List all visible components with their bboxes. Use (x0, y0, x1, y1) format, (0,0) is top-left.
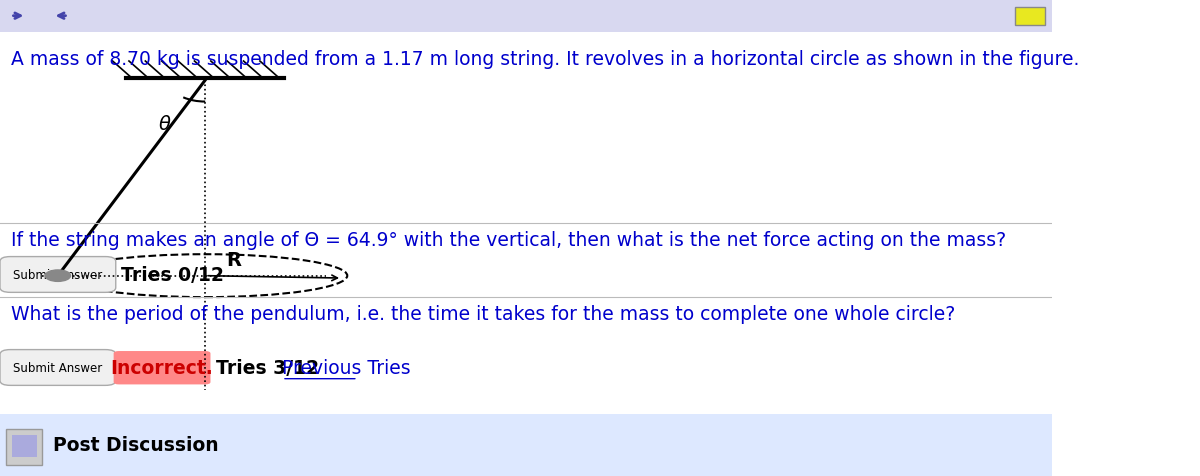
FancyBboxPatch shape (0, 0, 1052, 33)
FancyBboxPatch shape (6, 429, 42, 465)
Circle shape (46, 270, 71, 282)
Text: A mass of 8.70 kg is suspended from a 1.17 m long string. It revolves in a horiz: A mass of 8.70 kg is suspended from a 1.… (11, 50, 1079, 69)
FancyBboxPatch shape (12, 436, 37, 457)
Text: R: R (227, 250, 241, 269)
FancyBboxPatch shape (0, 257, 115, 293)
Text: Post Discussion: Post Discussion (53, 436, 218, 455)
Text: Submit Answer: Submit Answer (13, 361, 102, 374)
FancyBboxPatch shape (0, 414, 1052, 476)
Text: Previous Tries: Previous Tries (282, 358, 410, 377)
FancyBboxPatch shape (1015, 8, 1045, 26)
FancyBboxPatch shape (114, 351, 210, 385)
Text: Tries 0/12: Tries 0/12 (121, 265, 224, 284)
Text: Tries 3/12: Tries 3/12 (216, 358, 319, 377)
Text: Incorrect.: Incorrect. (110, 358, 214, 377)
Text: If the string makes an angle of Θ = 64.9° with the vertical, then what is the ne: If the string makes an angle of Θ = 64.9… (11, 231, 1006, 250)
Text: Submit Answer: Submit Answer (13, 268, 102, 281)
Text: $\theta$: $\theta$ (158, 114, 172, 133)
Text: What is the period of the pendulum, i.e. the time it takes for the mass to compl: What is the period of the pendulum, i.e.… (11, 305, 955, 324)
FancyBboxPatch shape (0, 350, 115, 386)
